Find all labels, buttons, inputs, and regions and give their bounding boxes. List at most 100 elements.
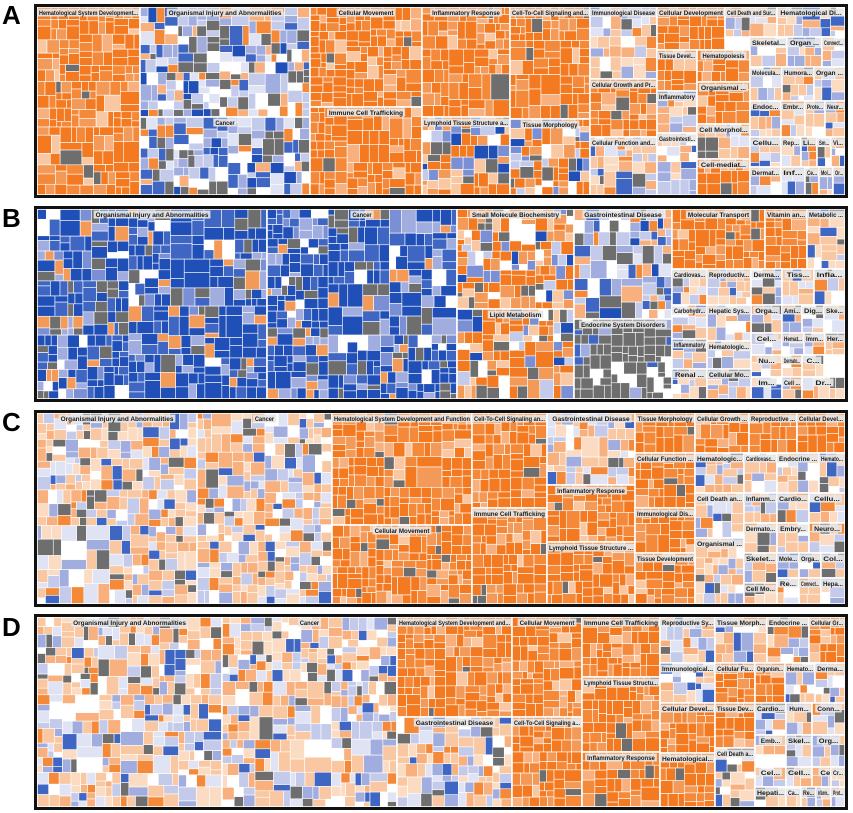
treemap-cell (161, 596, 175, 604)
treemap-cell (603, 593, 614, 604)
treemap-cell (785, 532, 799, 543)
treemap-cell (383, 46, 393, 58)
treemap-cell (533, 491, 548, 499)
treemap-cell (542, 20, 552, 30)
treemap-cell (612, 573, 620, 583)
treemap-cell (461, 475, 473, 488)
treemap-cell (831, 348, 845, 356)
treemap-cell (278, 413, 289, 427)
treemap-cell (302, 116, 311, 129)
treemap-cell (185, 579, 198, 586)
treemap-cell (203, 239, 215, 251)
treemap-cell (204, 337, 215, 345)
treemap-cell (720, 574, 732, 586)
treemap-cell (115, 297, 122, 313)
treemap-cell (451, 468, 463, 477)
treemap-cell (46, 209, 61, 220)
treemap-cell (220, 364, 230, 376)
treemap-cell (280, 264, 290, 277)
treemap-cell (183, 457, 198, 469)
treemap-cell (320, 556, 333, 566)
treemap-cell (559, 528, 567, 543)
treemap-cell (346, 172, 354, 179)
treemap-cell (274, 443, 285, 456)
treemap-cell (459, 584, 473, 594)
treemap-cell (643, 344, 656, 355)
treemap-cell (461, 73, 469, 83)
treemap-cell (451, 209, 458, 226)
treemap-cell (163, 498, 176, 510)
treemap-cell (332, 97, 347, 108)
treemap-cell (293, 507, 304, 519)
treemap-cell (685, 538, 696, 546)
treemap-cell (66, 377, 77, 390)
treemap-cell (178, 315, 190, 336)
treemap-cell (349, 542, 361, 552)
treemap-cell (441, 476, 451, 488)
treemap-cell (573, 436, 582, 451)
treemap-cell (469, 360, 479, 378)
treemap-cell (242, 524, 256, 535)
treemap-cell (794, 388, 803, 399)
treemap-cell (399, 487, 410, 499)
treemap-cell (102, 150, 114, 165)
treemap-cell (242, 332, 259, 348)
treemap-cell (51, 525, 62, 540)
treemap-cell (733, 259, 744, 270)
treemap-cell (824, 128, 834, 138)
treemap-cell (484, 523, 497, 537)
treemap-cell (547, 334, 554, 342)
treemap-cell (383, 442, 394, 458)
treemap-cell (44, 250, 55, 261)
treemap-cell (334, 157, 348, 172)
treemap-cell (367, 162, 373, 175)
treemap-cell (68, 53, 80, 65)
treemap-cell (717, 438, 730, 448)
treemap-cell (729, 295, 737, 306)
treemap-cell (487, 498, 499, 509)
treemap-cell (300, 246, 309, 255)
treemap-cell (770, 439, 778, 454)
treemap-cell (473, 158, 486, 174)
treemap-cell (568, 17, 577, 32)
treemap-cell (533, 564, 548, 575)
treemap-cell (86, 359, 100, 367)
treemap-cell (618, 220, 631, 233)
treemap-cell (206, 36, 221, 44)
treemap-cell (441, 441, 455, 451)
treemap-cell (273, 355, 288, 367)
treemap-cell (255, 498, 266, 512)
treemap-cell (410, 18, 423, 32)
treemap-cell (576, 27, 591, 41)
treemap-cell (706, 183, 721, 195)
treemap-cell (542, 28, 551, 41)
treemap-cell (421, 295, 435, 308)
treemap-cell (347, 578, 363, 589)
treemap-cell (653, 376, 664, 393)
treemap-cell (671, 324, 683, 333)
treemap-cell (242, 428, 257, 437)
treemap-cell (289, 272, 301, 277)
treemap-cell (70, 489, 82, 503)
treemap-cell (357, 177, 368, 187)
treemap-cell (546, 502, 555, 512)
treemap-cell (579, 141, 591, 149)
treemap-cell (602, 16, 612, 29)
treemap-cell (173, 166, 184, 177)
treemap-cell (367, 56, 378, 66)
treemap-label-bar (350, 210, 374, 219)
treemap-cell (762, 292, 776, 306)
treemap-cell (687, 596, 696, 604)
treemap-cell (448, 574, 459, 585)
treemap-cell (449, 476, 463, 488)
treemap-cell (312, 518, 320, 526)
treemap-cell (706, 378, 722, 386)
treemap-cell (552, 322, 561, 335)
treemap-cell (669, 520, 683, 531)
treemap-cell (808, 568, 822, 579)
treemap-cell (587, 510, 598, 523)
treemap-cell (718, 295, 730, 306)
treemap-cell (352, 162, 368, 172)
treemap-cell (234, 230, 249, 240)
treemap-cell (254, 524, 266, 531)
